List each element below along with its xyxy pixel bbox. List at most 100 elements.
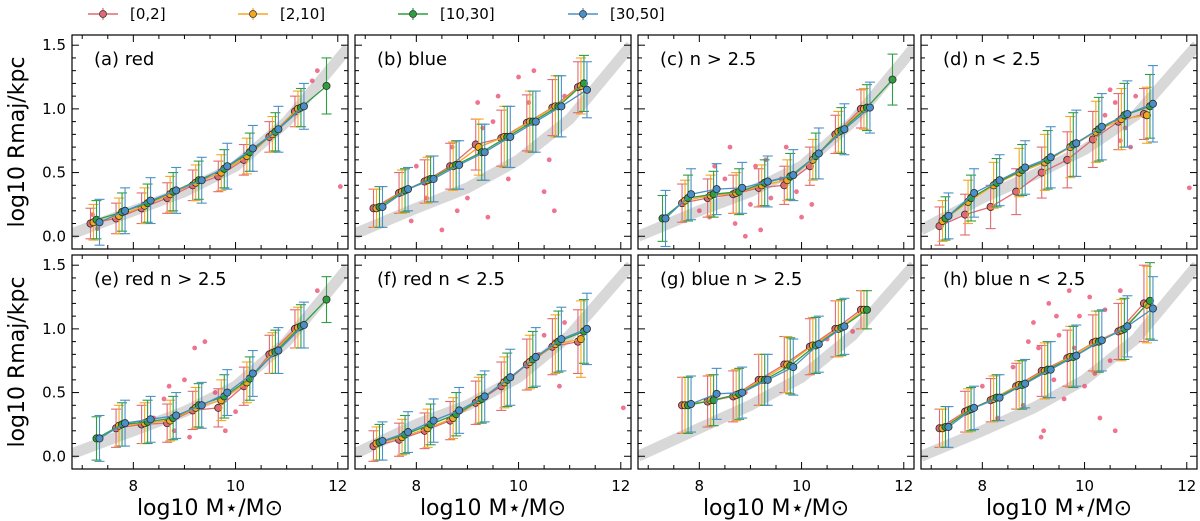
scatter-point xyxy=(1051,377,1057,383)
legend: [0,2] [2,10] [10,30] [30,50] xyxy=(88,5,665,23)
data-marker xyxy=(1088,135,1097,144)
legend-label: [30,50] xyxy=(610,5,665,23)
data-marker xyxy=(789,171,798,180)
series-line xyxy=(96,299,327,439)
scatter-point xyxy=(783,144,789,150)
x-tick-label: 12 xyxy=(894,477,913,495)
scatter-point xyxy=(408,218,414,224)
panels: 0.0 0.5 1.0 1.5 (a) red (b) blue (c) n > 2.5 (d… xyxy=(42,34,1198,495)
scatter-point xyxy=(1186,185,1192,191)
panel-c: (c) n > 2.5 xyxy=(637,34,915,250)
reference-band xyxy=(355,41,631,239)
x-tick-label: 8 xyxy=(129,477,139,495)
scatter-point xyxy=(809,202,815,207)
data-marker xyxy=(840,125,849,134)
scatter-point xyxy=(1041,428,1047,434)
plot-area xyxy=(355,261,631,462)
data-marker xyxy=(531,117,540,126)
scatter-point xyxy=(222,428,228,434)
scatter-point xyxy=(202,339,208,345)
legend-marker xyxy=(409,10,417,18)
data-marker xyxy=(970,403,979,412)
scatter-point xyxy=(1097,415,1103,421)
scatter-point xyxy=(1102,112,1108,118)
panel-d: (d) n < 2.5 xyxy=(920,34,1198,250)
panel-g: 8 10 12 (g) blue n > 2.5 xyxy=(637,254,915,495)
series-[10,30] xyxy=(374,54,589,228)
scatter-point xyxy=(337,184,343,189)
data-marker xyxy=(582,324,591,333)
data-marker xyxy=(1037,168,1046,177)
panel-title: (a) red xyxy=(94,49,154,70)
data-marker xyxy=(1063,155,1072,164)
panel-title: (d) n < 2.5 xyxy=(943,49,1041,70)
panel-h: 8 10 12 (h) blue n < 2.5 xyxy=(920,254,1198,495)
y-tick-label: 1.5 xyxy=(42,256,66,274)
y-tick-label: 1.0 xyxy=(42,320,66,338)
data-marker xyxy=(661,214,670,223)
data-marker xyxy=(738,183,747,192)
data-marker xyxy=(531,352,540,361)
scatter-point xyxy=(727,144,733,150)
data-marker xyxy=(299,102,308,111)
data-marker xyxy=(1123,109,1132,118)
data-marker xyxy=(840,322,849,331)
scatter-point xyxy=(696,208,702,214)
panel-e: 8 10 12 0.0 0.5 1.0 1.5 (e) red n > 2.5 xyxy=(42,254,349,495)
data-marker xyxy=(709,396,718,405)
scatter-point xyxy=(1107,358,1113,364)
data-marker xyxy=(95,434,104,443)
series-[30,50] xyxy=(660,81,875,248)
data-marker xyxy=(1072,351,1081,360)
data-marker xyxy=(712,389,721,398)
scatter-point xyxy=(850,329,856,334)
legend-item: [2,10] xyxy=(238,5,325,23)
data-marker xyxy=(961,210,970,219)
reference-band xyxy=(921,261,1197,462)
scatter-point xyxy=(1031,320,1036,325)
data-marker xyxy=(579,79,588,88)
x-tick-label: 8 xyxy=(412,477,422,495)
data-marker xyxy=(429,416,438,425)
y-tick-label: 0.0 xyxy=(42,447,66,465)
scatter-point xyxy=(1112,100,1118,105)
data-marker xyxy=(944,211,953,220)
scatter-point xyxy=(495,93,501,99)
data-marker xyxy=(378,202,387,211)
series-[30,50] xyxy=(94,82,309,246)
scatter-point xyxy=(799,214,804,220)
legend-item: [10,30] xyxy=(398,5,495,23)
series-[30,50] xyxy=(943,276,1158,448)
y-tick-label: 0.5 xyxy=(42,164,66,182)
scatter-point xyxy=(620,405,626,411)
data-marker xyxy=(995,393,1004,402)
data-marker xyxy=(429,174,438,183)
x-tick-label: 10 xyxy=(1075,477,1094,495)
scatter-point xyxy=(758,227,764,233)
data-marker xyxy=(712,185,721,194)
x-axis-label: log10 M⋆/M⊙ xyxy=(420,496,566,521)
scatter-point xyxy=(1025,339,1031,345)
data-marker xyxy=(146,415,155,424)
series-[10,30] xyxy=(374,299,589,461)
data-marker xyxy=(970,188,979,197)
series-[2,10] xyxy=(937,86,1152,242)
scatter-point xyxy=(439,227,445,233)
plot-area xyxy=(72,44,348,246)
y-axis-label: log10 Rmaj/kpc xyxy=(5,276,30,447)
reference-band xyxy=(638,261,914,462)
scatter-point xyxy=(541,332,547,338)
data-marker xyxy=(763,177,772,186)
scatter-point xyxy=(748,202,753,207)
data-marker xyxy=(687,190,696,199)
data-marker xyxy=(1123,322,1132,331)
panel-b: (b) blue xyxy=(354,34,632,250)
scatter-point xyxy=(505,176,511,182)
data-marker xyxy=(1148,99,1157,108)
plot-area xyxy=(72,264,348,462)
series-[30,50] xyxy=(94,301,309,462)
scatter-point xyxy=(562,320,567,325)
scatter-point xyxy=(314,288,320,294)
scatter-point xyxy=(309,78,315,84)
y-tick-label: 0.0 xyxy=(42,227,66,245)
